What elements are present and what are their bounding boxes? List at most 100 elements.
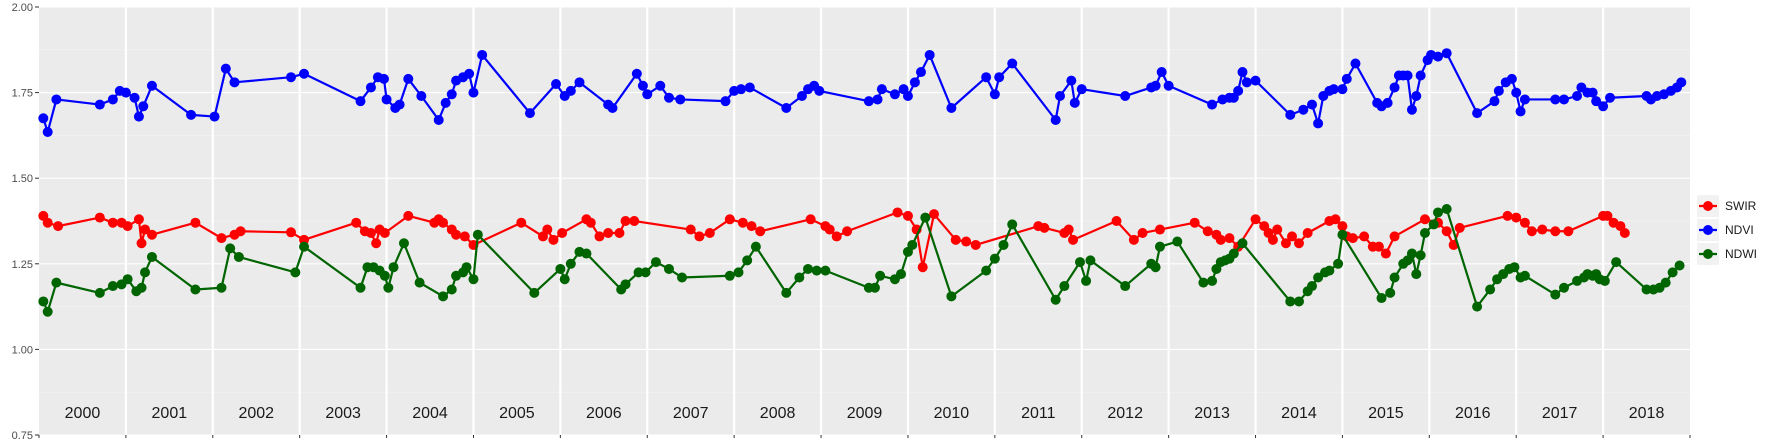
- ndwi-point: [1337, 229, 1348, 240]
- ndwi-point: [472, 229, 483, 240]
- ndvi-point: [1415, 70, 1426, 81]
- ndvi-point: [1519, 94, 1530, 105]
- ndwi-point: [811, 265, 822, 276]
- ndwi-point: [1075, 257, 1085, 268]
- ndwi-point: [38, 296, 49, 307]
- ndwi-point: [1007, 219, 1018, 230]
- ndwi-point: [233, 251, 244, 262]
- ndwi-point: [794, 272, 805, 283]
- swir-point: [122, 221, 133, 232]
- ndvi-point: [924, 49, 935, 60]
- ndvi-point: [1241, 77, 1252, 88]
- ndvi-point: [1572, 91, 1583, 102]
- ndwi-point: [1228, 248, 1239, 259]
- y-axis: 0.75 1.00 1.25 1.50 1.75 2.00: [12, 2, 1691, 442]
- series-layer: [38, 48, 1687, 317]
- swir-point: [629, 216, 640, 226]
- swir-point: [403, 210, 414, 221]
- ndvi-point: [637, 80, 648, 91]
- ndvi-point: [1066, 75, 1077, 86]
- ndwi-point: [190, 284, 201, 295]
- legend-key-point: [1703, 249, 1713, 259]
- ndwi-point: [663, 263, 674, 274]
- year-label: 2002: [238, 405, 274, 422]
- ndwi-point: [1611, 257, 1622, 268]
- ndvi-point: [736, 84, 747, 95]
- ndvi-point: [1382, 97, 1393, 108]
- ndwi-point: [468, 274, 479, 285]
- ndwi-point: [620, 279, 631, 290]
- ndwi-point: [907, 239, 918, 250]
- ndvi-point: [146, 80, 157, 91]
- ndwi-point: [140, 267, 151, 278]
- year-label: 2014: [1281, 405, 1317, 422]
- year-label: 2001: [152, 405, 188, 422]
- y-tick-label: 1.00: [12, 344, 33, 356]
- legend-label: NDVI: [1725, 223, 1754, 237]
- swir-point: [557, 227, 568, 238]
- swir-point: [1111, 216, 1122, 226]
- ndwi-point: [107, 281, 118, 292]
- ndvi-point: [403, 73, 414, 84]
- year-label: 2007: [673, 405, 709, 422]
- ndvi-point: [120, 87, 131, 98]
- ndvi-point: [863, 96, 874, 107]
- swir-point: [1550, 226, 1561, 237]
- swir-point: [136, 238, 147, 249]
- swir-point: [1337, 221, 1348, 232]
- ndwi-point: [1550, 289, 1561, 300]
- swir-point: [1502, 210, 1513, 221]
- ndwi-point: [1172, 236, 1183, 247]
- ndwi-point: [1599, 275, 1610, 286]
- ndvi-point: [51, 94, 62, 105]
- swir-point: [42, 217, 53, 228]
- swir-point: [451, 229, 462, 240]
- ndwi-point: [1406, 248, 1417, 259]
- ndvi-point: [889, 89, 900, 100]
- ndvi-point: [138, 101, 149, 112]
- swir-point: [594, 231, 605, 242]
- year-label: 2005: [499, 405, 535, 422]
- ndvi-point: [1433, 51, 1444, 62]
- ndvi-point: [1515, 106, 1526, 117]
- ndwi-point: [383, 282, 394, 293]
- ndwi-point: [438, 291, 449, 302]
- ndwi-point: [555, 263, 566, 274]
- ndvi-point: [1587, 87, 1598, 98]
- ndwi-point: [1081, 275, 1092, 286]
- ndvi-point: [915, 67, 926, 78]
- ndwi-point: [299, 241, 310, 252]
- ndwi-point: [1237, 238, 1248, 249]
- swir-point: [1280, 238, 1291, 249]
- ndvi-point: [446, 89, 457, 100]
- ndvi-point: [38, 113, 49, 124]
- ndwi-point: [1154, 241, 1165, 252]
- swir-point: [614, 227, 625, 238]
- ndwi-point: [920, 212, 931, 223]
- ndvi-point: [574, 77, 585, 88]
- ndvi-point: [1350, 58, 1361, 69]
- swir-point: [1373, 241, 1384, 252]
- swir-point: [94, 212, 105, 223]
- ndvi-point: [1550, 94, 1561, 105]
- swir-point: [107, 217, 118, 228]
- ndvi-point: [285, 72, 296, 83]
- series-ndvi: [38, 48, 1687, 137]
- ndwi-point: [650, 257, 661, 268]
- ndwi-point: [398, 238, 409, 249]
- ndwi-point: [1324, 265, 1335, 276]
- ndwi-point: [677, 272, 688, 283]
- legend-label: SWIR: [1725, 199, 1757, 213]
- year-label: 2016: [1455, 405, 1491, 422]
- ndvi-point: [989, 89, 1000, 100]
- ndvi-point: [365, 82, 376, 93]
- ndvi-point: [381, 94, 392, 105]
- ndvi-point: [675, 94, 686, 105]
- year-label: 2015: [1368, 405, 1404, 422]
- ndvi-point: [1150, 80, 1161, 91]
- ndvi-point: [94, 99, 105, 110]
- ndvi-point: [433, 114, 444, 125]
- ndwi-point: [1085, 255, 1096, 266]
- ndvi-point: [1069, 97, 1080, 108]
- swir-point: [459, 231, 470, 242]
